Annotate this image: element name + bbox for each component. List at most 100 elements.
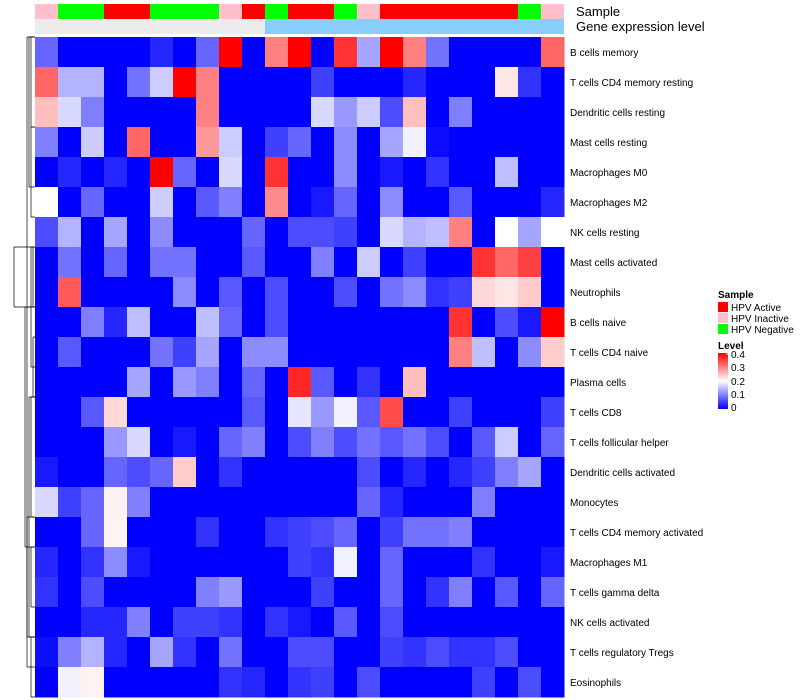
- heatmap-cell: [311, 487, 335, 518]
- heatmap-cell: [81, 607, 105, 638]
- sample-legend-title: Sample: [718, 290, 754, 301]
- heatmap-cell: [472, 67, 496, 98]
- heatmap-cell: [81, 187, 105, 218]
- heatmap-cell: [242, 157, 266, 188]
- heatmap-cell: [357, 457, 381, 488]
- heatmap-cell: [311, 397, 335, 428]
- heatmap-cell: [495, 457, 519, 488]
- sample-annotation-cell: [311, 4, 334, 19]
- heatmap-cell: [518, 277, 542, 308]
- heatmap-cell: [380, 427, 404, 458]
- heatmap-cell: [219, 67, 243, 98]
- heatmap-cell: [518, 397, 542, 428]
- heatmap-cell: [495, 67, 519, 98]
- heatmap-cell: [150, 247, 174, 278]
- heatmap-cell: [357, 37, 381, 68]
- heatmap-cell: [472, 307, 496, 338]
- heatmap-cell: [426, 637, 450, 668]
- heatmap-cell: [357, 577, 381, 608]
- heatmap-cell: [127, 487, 151, 518]
- heatmap-cell: [242, 37, 266, 68]
- sample-annotation-cell: [449, 4, 472, 19]
- row-label: Neutrophils: [570, 288, 621, 299]
- heatmap-cell: [288, 337, 312, 368]
- sample-annotation-cell: [127, 4, 150, 19]
- heatmap-cell: [196, 607, 220, 638]
- sample-annotation-cell: [518, 4, 541, 19]
- row-label: Dendritic cells resting: [570, 108, 665, 119]
- heatmap-cell: [518, 457, 542, 488]
- heatmap-cell: [104, 577, 128, 608]
- heatmap-cell: [173, 397, 197, 428]
- heatmap-cell: [242, 517, 266, 548]
- heatmap-cell: [219, 487, 243, 518]
- heatmap-cell: [472, 427, 496, 458]
- heatmap-cell: [311, 577, 335, 608]
- heatmap-cell: [495, 217, 519, 248]
- heatmap-cell: [58, 217, 82, 248]
- heatmap-cell: [357, 247, 381, 278]
- heatmap-cell: [196, 337, 220, 368]
- heatmap-cell: [219, 547, 243, 578]
- expression-annotation-cell: [311, 19, 334, 34]
- heatmap-cell: [265, 187, 289, 218]
- heatmap-cell: [449, 337, 473, 368]
- heatmap-cell: [173, 337, 197, 368]
- heatmap-cell: [449, 37, 473, 68]
- heatmap-cell: [104, 547, 128, 578]
- expression-annotation-cell: [426, 19, 449, 34]
- heatmap-cell: [518, 487, 542, 518]
- heatmap-cell: [403, 187, 427, 218]
- heatmap-cell: [311, 607, 335, 638]
- sample-annotation-cell: [173, 4, 196, 19]
- row-dendrogram: [13, 36, 35, 698]
- heatmap-cell: [541, 277, 565, 308]
- heatmap-cell: [380, 37, 404, 68]
- heatmap-cell: [311, 157, 335, 188]
- heatmap-cell: [334, 127, 358, 158]
- heatmap-cell: [495, 547, 519, 578]
- heatmap-cell: [35, 547, 59, 578]
- heatmap-cell: [104, 367, 128, 398]
- sample-annotation-cell: [196, 4, 219, 19]
- heatmap-cell: [472, 217, 496, 248]
- heatmap-cell: [265, 337, 289, 368]
- heatmap-cell: [426, 667, 450, 698]
- heatmap-cell: [472, 157, 496, 188]
- heatmap-cell: [357, 127, 381, 158]
- heatmap-cell: [426, 487, 450, 518]
- heatmap-cell: [403, 427, 427, 458]
- heatmap-cell: [403, 67, 427, 98]
- dendrogram-branch: [30, 396, 35, 518]
- heatmap-cell: [311, 427, 335, 458]
- heatmap-cell: [518, 427, 542, 458]
- heatmap-cell: [311, 637, 335, 668]
- heatmap-cell: [104, 217, 128, 248]
- heatmap-cell: [150, 517, 174, 548]
- heatmap-cell: [518, 337, 542, 368]
- heatmap-cell: [311, 517, 335, 548]
- sample-annotation-cell: [472, 4, 495, 19]
- heatmap-cell: [426, 277, 450, 308]
- heatmap-cell: [35, 637, 59, 668]
- heatmap-cell: [58, 427, 82, 458]
- heatmap-cell: [426, 247, 450, 278]
- heatmap-cell: [196, 637, 220, 668]
- heatmap-cell: [219, 457, 243, 488]
- heatmap-cell: [426, 397, 450, 428]
- heatmap-cell: [288, 217, 312, 248]
- heatmap-cell: [472, 637, 496, 668]
- heatmap-cell: [35, 607, 59, 638]
- heatmap-cell: [357, 397, 381, 428]
- heatmap-cell: [495, 187, 519, 218]
- heatmap-cell: [265, 67, 289, 98]
- heatmap-cell: [449, 67, 473, 98]
- heatmap-cell: [426, 517, 450, 548]
- heatmap-cell: [58, 307, 82, 338]
- expression-annotation-cell: [380, 19, 403, 34]
- heatmap-cell: [334, 577, 358, 608]
- heatmap-cell: [426, 217, 450, 248]
- heatmap-cell: [127, 127, 151, 158]
- heatmap-cell: [426, 427, 450, 458]
- heatmap-cell: [449, 217, 473, 248]
